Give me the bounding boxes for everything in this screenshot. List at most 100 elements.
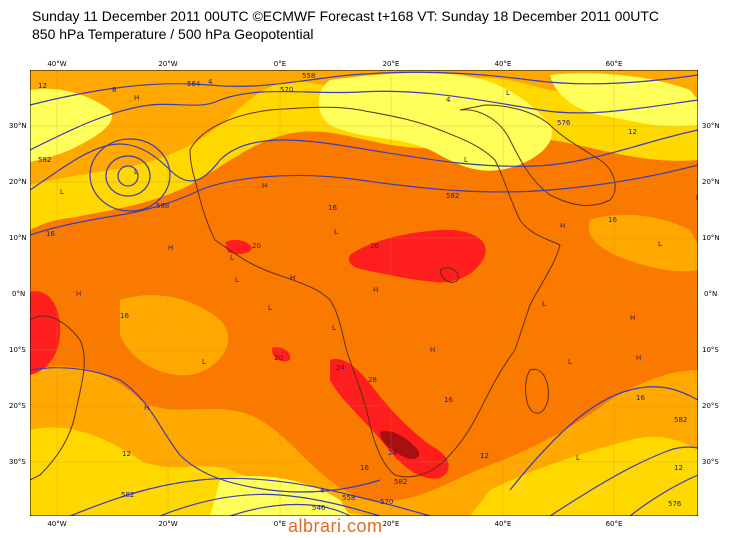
contour-label: 20 bbox=[370, 242, 379, 250]
temp-patch-orange-2 bbox=[588, 214, 698, 272]
low-marker: L bbox=[334, 228, 338, 236]
watermark: albrari.com bbox=[288, 516, 383, 536]
lon-label-bottom: 40°E bbox=[494, 520, 512, 528]
contour-label: 582 bbox=[674, 416, 687, 424]
lat-label-right: 20°S bbox=[702, 402, 719, 410]
contour-label: 558 bbox=[302, 72, 315, 80]
low-marker: L bbox=[464, 156, 468, 164]
low-marker: L bbox=[542, 300, 546, 308]
temp-band-orange-north bbox=[30, 70, 698, 185]
contour-label: 12 bbox=[480, 452, 489, 460]
lon-label-top: 20°E bbox=[382, 60, 400, 68]
lon-label-top: 40°W bbox=[47, 60, 67, 68]
coastlines bbox=[30, 104, 616, 481]
lon-label-bottom: 40°W bbox=[47, 520, 67, 528]
contour-label: 16 bbox=[444, 396, 453, 404]
high-marker: H bbox=[134, 94, 139, 102]
lat-label-right: 10°N bbox=[702, 234, 720, 242]
lon-label-bottom: 20°E bbox=[382, 520, 400, 528]
contour-label: 16 bbox=[46, 230, 55, 238]
contour-label: 558 bbox=[342, 494, 355, 502]
temp-patch-orange-1 bbox=[120, 295, 229, 376]
low-marker: L bbox=[235, 276, 239, 284]
high-marker: H bbox=[636, 354, 641, 362]
low-marker: L bbox=[268, 304, 272, 312]
temp-band-south-yellow-2 bbox=[470, 436, 698, 516]
high-marker: H bbox=[144, 404, 149, 412]
high-marker: H bbox=[168, 244, 173, 252]
low-marker: L bbox=[60, 188, 64, 196]
temp-patch-red-2 bbox=[30, 291, 61, 375]
lat-label-left: 30°N bbox=[9, 122, 27, 130]
lat-label-right: 20°N bbox=[702, 178, 720, 186]
low-marker: L bbox=[658, 240, 662, 248]
temp-patch-red-1 bbox=[348, 229, 486, 283]
temp-patch-red-5 bbox=[272, 347, 291, 362]
contour-label: 12 bbox=[628, 128, 637, 136]
high-marker: H bbox=[630, 314, 635, 322]
temp-band-pale bbox=[318, 72, 552, 171]
low-marker: L bbox=[134, 168, 138, 176]
contour-label: 570 bbox=[280, 86, 293, 94]
map-title: Sunday 11 December 2011 00UTC ©ECMWF For… bbox=[32, 8, 659, 24]
lat-label-right: 0°N bbox=[704, 290, 718, 298]
high-marker: H bbox=[290, 274, 295, 282]
lon-label-top: 60°E bbox=[605, 60, 623, 68]
contour-label: 12 bbox=[674, 464, 683, 472]
contour-label: 546 bbox=[312, 504, 326, 512]
high-marker: H bbox=[373, 286, 378, 294]
temp-patch-red-4 bbox=[225, 240, 252, 255]
temp-patch-darkred bbox=[380, 431, 420, 459]
contour-label: 16 bbox=[120, 312, 129, 320]
lon-label-top: 40°E bbox=[494, 60, 512, 68]
contour-label: 12 bbox=[38, 82, 47, 90]
contour-label: 16 bbox=[360, 464, 369, 472]
geopotential-contours bbox=[30, 71, 698, 516]
contour-label: 4 bbox=[320, 487, 325, 495]
high-marker: H bbox=[262, 182, 267, 190]
lon-label-bottom: 0°E bbox=[273, 520, 287, 528]
contour-label: 582 bbox=[394, 478, 407, 486]
contour-label: 8 bbox=[112, 86, 116, 94]
contour-label: 28 bbox=[368, 376, 377, 384]
lat-label-left: 20°N bbox=[9, 178, 27, 186]
contour-label: 582 bbox=[121, 491, 134, 499]
lon-label-bottom: 20°W bbox=[158, 520, 178, 528]
temp-band-pale-3 bbox=[30, 88, 112, 162]
low-marker: L bbox=[568, 358, 572, 366]
contour-label: 12 bbox=[122, 450, 131, 458]
lat-label-left: 20°S bbox=[9, 402, 26, 410]
low-marker: L bbox=[576, 454, 580, 462]
map-subtitle: 850 hPa Temperature / 500 hPa Geopotenti… bbox=[32, 26, 314, 42]
lat-label-left: 30°S bbox=[9, 458, 26, 466]
contour-label: 582 bbox=[38, 156, 51, 164]
high-marker: H bbox=[560, 222, 565, 230]
lat-label-right: 30°S bbox=[702, 458, 719, 466]
low-marker: L bbox=[202, 358, 206, 366]
contour-label: 582 bbox=[446, 192, 459, 200]
lat-label-left: 10°N bbox=[9, 234, 27, 242]
low-marker: L bbox=[230, 254, 234, 262]
contour-label: 4 bbox=[208, 78, 213, 86]
contour-label: 24 bbox=[336, 364, 345, 372]
map-gridlines bbox=[30, 70, 698, 516]
contour-label: 24 bbox=[388, 449, 397, 457]
low-marker: L bbox=[506, 89, 510, 97]
contour-labels: 558 570 564 576 582 588 582 582 582 582 … bbox=[38, 72, 687, 512]
contour-label: 588 bbox=[156, 202, 169, 210]
contour-label: 564 bbox=[187, 80, 201, 88]
contour-label: 16 bbox=[328, 204, 337, 212]
contour-label: 576 bbox=[557, 119, 571, 127]
lat-label-right: 10°S bbox=[702, 346, 719, 354]
contour-label: 4 bbox=[446, 96, 451, 104]
contour-label: 16 bbox=[608, 216, 617, 224]
lat-label-left: 0°N bbox=[12, 290, 26, 298]
temp-band-south-yellow bbox=[30, 427, 370, 516]
low-marker: L bbox=[332, 324, 336, 332]
contour-label: 20 bbox=[274, 354, 283, 362]
lat-label-left: 10°S bbox=[9, 346, 26, 354]
lon-label-top: 0°E bbox=[273, 60, 287, 68]
contour-label: 570 bbox=[380, 498, 393, 506]
high-marker: H bbox=[696, 194, 698, 202]
temp-band-pale-2 bbox=[550, 73, 698, 127]
